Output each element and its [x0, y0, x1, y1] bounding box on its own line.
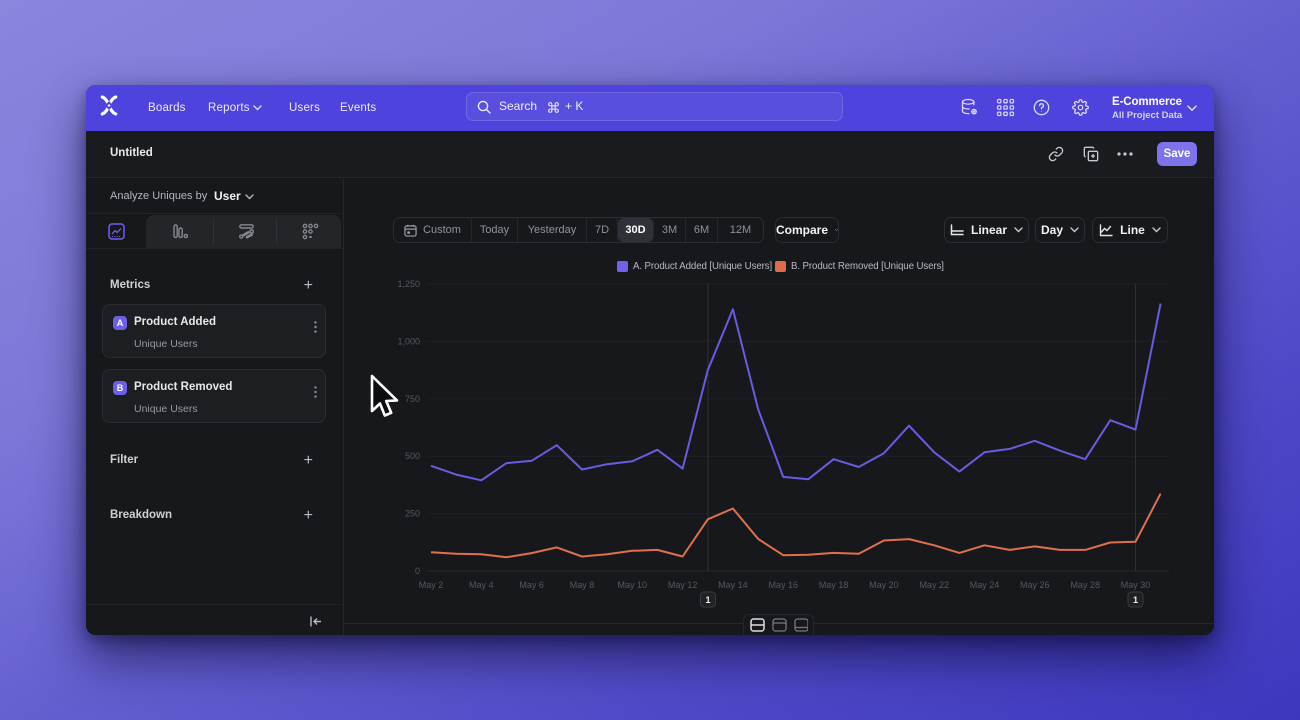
svg-text:May 12: May 12: [668, 580, 698, 590]
svg-text:May 16: May 16: [768, 580, 798, 590]
svg-text:250: 250: [405, 509, 420, 519]
svg-text:May 30: May 30: [1121, 580, 1151, 590]
svg-text:May 26: May 26: [1020, 580, 1050, 590]
svg-text:1,250: 1,250: [397, 279, 420, 289]
svg-text:May 10: May 10: [618, 580, 648, 590]
svg-text:May 6: May 6: [519, 580, 544, 590]
svg-text:May 24: May 24: [970, 580, 1000, 590]
svg-text:May 28: May 28: [1070, 580, 1100, 590]
svg-text:1,000: 1,000: [397, 336, 420, 346]
svg-text:0: 0: [415, 566, 420, 576]
svg-text:May 4: May 4: [469, 580, 494, 590]
svg-text:500: 500: [405, 451, 420, 461]
svg-text:May 2: May 2: [419, 580, 444, 590]
svg-text:May 8: May 8: [570, 580, 595, 590]
svg-text:May 22: May 22: [919, 580, 949, 590]
svg-text:May 18: May 18: [819, 580, 849, 590]
svg-text:1: 1: [1133, 595, 1139, 606]
svg-text:May 20: May 20: [869, 580, 899, 590]
svg-text:1: 1: [705, 595, 711, 606]
svg-text:May 14: May 14: [718, 580, 748, 590]
svg-text:750: 750: [405, 394, 420, 404]
